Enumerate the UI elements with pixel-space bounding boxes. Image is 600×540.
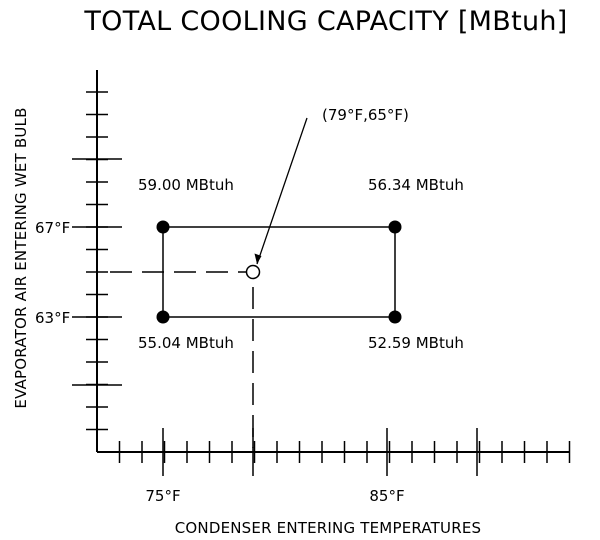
diagram-title: TOTAL COOLING CAPACITY [MBtuh] [83, 6, 567, 37]
value-label-bottom-right: 52.59 MBtuh [368, 334, 464, 352]
interpolated-point [245, 264, 261, 280]
x-tick-label-85: 85°F [369, 487, 404, 505]
leader-arrowhead [254, 253, 262, 264]
leader-line [256, 117, 308, 265]
y-axis-title: EVAPORATOR AIR ENTERING WET BULB [12, 107, 30, 408]
y-tick-label-63: 63°F [35, 309, 70, 327]
value-label-top-right: 56.34 MBtuh [368, 176, 464, 194]
x-axis-title: CONDENSER ENTERING TEMPERATURES [175, 519, 482, 537]
corner-point-top-left [156, 220, 170, 234]
x-axis-ticks [118, 428, 571, 476]
interpolation-rectangle [162, 226, 396, 318]
interpolated-point-label: (79°F,65°F) [322, 106, 409, 124]
y-tick-label-67: 67°F [35, 219, 70, 237]
x-tick-label-75: 75°F [145, 487, 180, 505]
value-label-bottom-left: 55.04 MBtuh [138, 334, 234, 352]
corner-point-bottom-left [156, 310, 170, 324]
corner-point-bottom-right [388, 310, 402, 324]
corner-point-top-right [388, 220, 402, 234]
y-axis-ticks [72, 91, 122, 431]
value-label-top-left: 59.00 MBtuh [138, 176, 234, 194]
